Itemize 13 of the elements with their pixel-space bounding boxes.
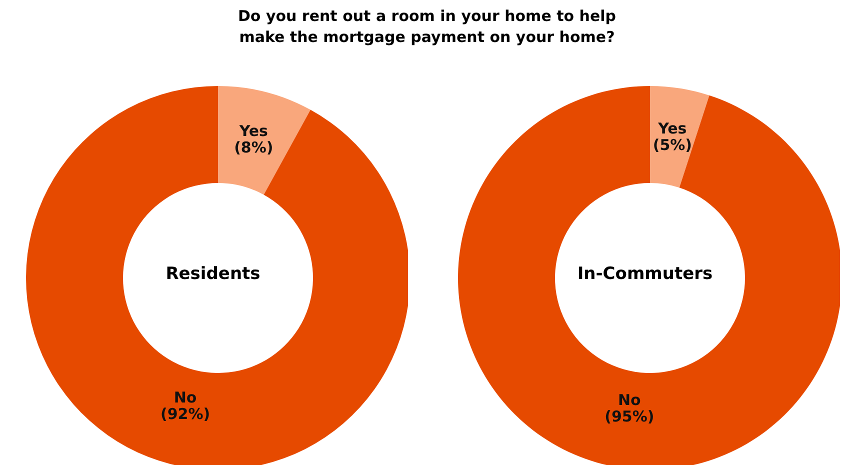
data-label: (8%) (234, 138, 274, 157)
text: Residents (166, 264, 260, 284)
data-label: (92%) (160, 404, 210, 423)
data-label: (95%) (604, 407, 654, 426)
slice-label: Yes (238, 122, 268, 140)
data-label: (5%) (652, 136, 692, 154)
chart-title: Do you rent out a room in your home to help make the mortgage payment on your home? (236, 6, 618, 48)
donut-slice (650, 86, 710, 188)
donut-slice (218, 86, 310, 195)
slice-label: No (174, 388, 197, 406)
text: In-Commuters (577, 264, 713, 284)
slice-label: Yes (657, 119, 687, 138)
slice-label: No (618, 390, 641, 409)
